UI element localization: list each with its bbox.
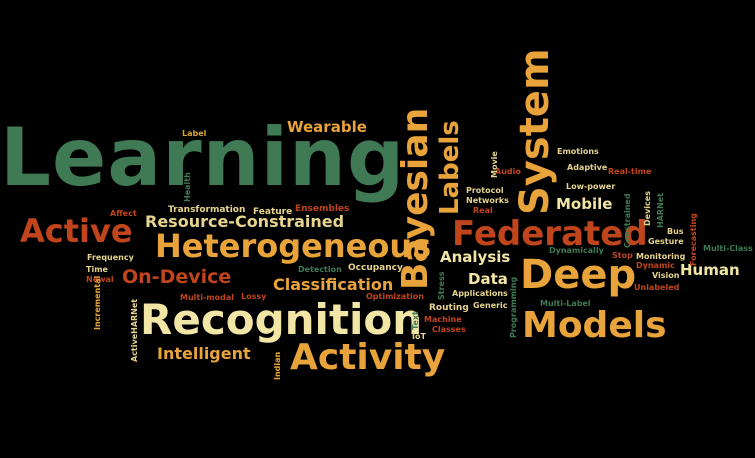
word-labels: Labels xyxy=(435,120,465,215)
word-incremental: Incremental xyxy=(93,275,102,330)
word-gesture: Gesture xyxy=(648,237,684,246)
word-intelligent: Intelligent xyxy=(157,344,251,363)
word-classes: Classes xyxy=(432,325,466,334)
word-devices: Devices xyxy=(643,191,652,226)
word-health: Health xyxy=(183,172,192,202)
word-transformation: Transformation xyxy=(168,205,246,215)
word-resource-constrained: Resource-Constrained xyxy=(145,212,345,231)
word-frequency: Frequency xyxy=(87,253,134,262)
word-classification: Classification xyxy=(273,275,394,294)
word-human: Human xyxy=(680,261,740,279)
word-activity: Activity xyxy=(290,337,446,378)
word-real-time: Real-time xyxy=(608,167,652,176)
word-constrained: Constrained xyxy=(623,193,632,248)
word-routing: Routing xyxy=(429,303,469,313)
word-federated: Federated xyxy=(452,214,648,254)
word-lossy: Lossy xyxy=(241,292,267,301)
word-audio: Audio xyxy=(495,167,521,176)
word-data: Data xyxy=(468,270,508,288)
word-multi-modal: Multi-modal xyxy=(180,293,234,302)
word-bus: Bus xyxy=(667,227,684,236)
word-feature: Feature xyxy=(253,207,293,217)
word-dynamic: Dynamic xyxy=(636,261,675,270)
word-ensembles: Ensembles xyxy=(295,204,350,214)
word-on-device: On-Device xyxy=(122,266,232,288)
word-optimization: Optimization xyxy=(366,292,424,301)
word-real: Real xyxy=(473,206,493,215)
word-wearable: Wearable xyxy=(287,118,367,136)
word-networks: Networks xyxy=(466,196,509,205)
word-bayesian: Bayesian xyxy=(395,107,436,290)
word-deep: Deep xyxy=(520,252,637,298)
word-analysis: Analysis xyxy=(440,248,511,266)
word-active: Active xyxy=(20,212,133,250)
word-system: System xyxy=(512,48,558,215)
word-vision: Vision xyxy=(652,271,680,280)
word-models: Models xyxy=(522,305,667,346)
word-iot: IoT xyxy=(412,332,426,341)
word-time: Time xyxy=(86,265,108,274)
word-recognition: Recognition xyxy=(140,295,423,344)
word-multi-label: Multi-Label xyxy=(540,299,591,308)
word-indian: Indian xyxy=(273,351,282,380)
word-stop: Stop xyxy=(612,251,633,260)
word-occupancy: Occupancy xyxy=(348,263,403,273)
word-movie: Movie xyxy=(490,151,499,178)
word-dynamically: Dynamically xyxy=(549,246,604,255)
word-programming: Programming xyxy=(509,276,518,338)
word-multi-class: Multi-Class xyxy=(703,244,753,253)
word-protocol: Protocol xyxy=(466,186,504,195)
word-label: Label xyxy=(182,129,207,138)
word-machine: Machine xyxy=(424,315,462,324)
word-generic: Generic xyxy=(473,301,508,310)
word-active-harnet: ActiveHARNet xyxy=(130,298,139,362)
word-newal: Newal xyxy=(86,275,114,284)
word-mobile: Mobile xyxy=(556,195,613,213)
word-detection: Detection xyxy=(298,265,342,274)
word-emotions: Emotions xyxy=(557,147,599,156)
word-stress: Stress xyxy=(437,271,446,300)
word-unlabeled: Unlabeled xyxy=(634,283,680,292)
word-harnet: HARNet xyxy=(656,193,665,228)
word-forecasting: Forecasting xyxy=(689,213,698,266)
word-text: Text xyxy=(411,311,420,330)
word-low-power: Low-power xyxy=(566,182,616,191)
word-affect: Affect xyxy=(110,209,137,218)
word-applications: Applications xyxy=(452,289,508,298)
word-heterogeneous: Heterogeneous xyxy=(155,227,432,265)
word-monitoring: Monitoring xyxy=(636,252,686,261)
word-learning: Learning xyxy=(0,111,406,204)
word-adaptive: Adaptive xyxy=(567,163,608,172)
